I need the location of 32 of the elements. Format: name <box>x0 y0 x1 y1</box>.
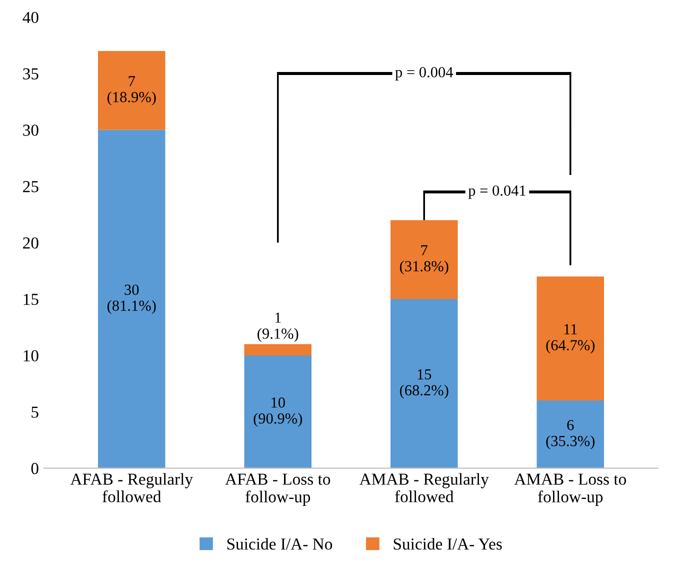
bar <box>244 344 312 356</box>
x-tick-label: AMAB - Regularly followed <box>359 473 489 502</box>
bar <box>390 299 458 468</box>
bar <box>98 50 166 130</box>
y-tick-label: 30 <box>23 124 38 136</box>
y-tick-label: 0 <box>31 462 38 474</box>
data-label: 7 (31.8%) <box>400 245 448 275</box>
y-tick-label: 15 <box>24 294 38 306</box>
data-label: 11 (64.7%) <box>546 324 595 354</box>
y-tick-label: 10 <box>24 350 38 362</box>
legend-label: Suicide I/A- Yes <box>394 538 502 550</box>
y-tick-label: 25 <box>23 181 38 192</box>
x-tick-label: AMAB - Loss to follow-up <box>514 474 626 506</box>
annotation: p = 0.041 <box>468 185 526 199</box>
data-label: 6 (35.3%) <box>546 420 595 450</box>
y-tick-label: 20 <box>23 237 38 249</box>
bar <box>244 355 312 468</box>
bar <box>536 400 604 468</box>
legend-label: Suicide I/A- No <box>227 538 332 550</box>
y-tick-label: 5 <box>32 406 38 418</box>
data-label: 15 (68.2%) <box>400 369 448 399</box>
data-label: 10 (90.9%) <box>254 397 302 427</box>
x-tick-label: AFAB - Loss to follow-up <box>225 474 330 506</box>
data-label: 1 (9.1%) <box>258 312 298 342</box>
data-label: 30 (81.1%) <box>107 284 156 314</box>
bar <box>98 130 166 468</box>
bar <box>536 276 604 401</box>
y-tick-label: 40 <box>22 12 38 24</box>
x-tick-label: AFAB - Regularly followed <box>70 473 193 502</box>
annotation: p = 0.004 <box>395 67 454 80</box>
y-tick-label: 35 <box>23 68 38 80</box>
data-label: 7 (18.9%) <box>107 76 156 106</box>
